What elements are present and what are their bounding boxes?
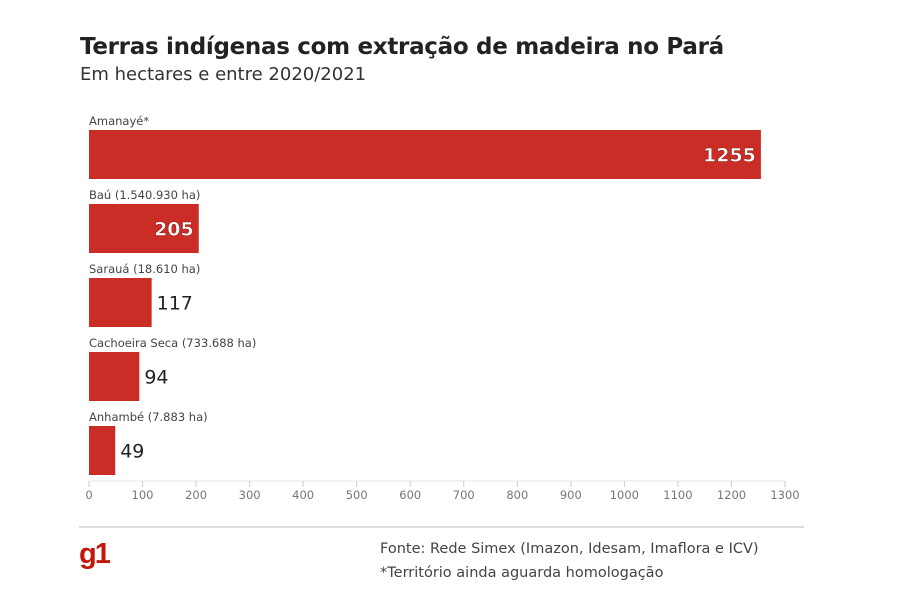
- x-tick-label: 1100: [663, 488, 692, 502]
- x-tick-label: 200: [185, 488, 207, 502]
- x-tick-label: 600: [399, 488, 421, 502]
- x-tick-label: 1000: [610, 488, 639, 502]
- category-label: Sarauá (18.610 ha): [89, 262, 200, 276]
- data-label: 1255: [703, 145, 756, 167]
- x-tick-label: 0: [85, 488, 92, 502]
- chart-title: Terras indígenas com extração de madeira…: [80, 34, 724, 60]
- bar: [89, 352, 140, 401]
- x-tick-label: 100: [132, 488, 154, 502]
- data-label: 94: [144, 367, 168, 389]
- x-tick-label: 700: [453, 488, 475, 502]
- data-label: 49: [120, 441, 144, 463]
- x-tick-label: 800: [506, 488, 528, 502]
- x-tick-label: 300: [239, 488, 261, 502]
- x-tick-label: 1300: [770, 488, 799, 502]
- x-tick-label: 500: [346, 488, 368, 502]
- bar-chart: 0 100 200 300 400 500 600 700 800 900 1000 1100 1200…: [85, 114, 799, 502]
- x-tick-label: 1200: [717, 488, 746, 502]
- category-label: Cachoeira Seca (733.688 ha): [89, 336, 256, 350]
- divider: [79, 526, 804, 528]
- x-tick-label: 900: [560, 488, 582, 502]
- category-label: Amanayé*: [89, 114, 149, 128]
- footnote-text: *Território ainda aguarda homologação: [380, 565, 664, 581]
- bar: [89, 204, 199, 253]
- bar: [89, 130, 761, 179]
- bar: [89, 426, 116, 475]
- category-label: Baú (1.540.930 ha): [89, 188, 200, 202]
- data-label: 117: [157, 293, 193, 315]
- x-tick-label: 400: [292, 488, 314, 502]
- data-label: 205: [154, 219, 194, 241]
- bar: [89, 278, 152, 327]
- category-label: Anhambé (7.883 ha): [89, 410, 208, 424]
- g1-logo: g1: [79, 538, 111, 570]
- source-text: Fonte: Rede Simex (Imazon, Idesam, Imafl…: [380, 541, 759, 557]
- chart-subtitle: Em hectares e entre 2020/2021: [80, 64, 367, 85]
